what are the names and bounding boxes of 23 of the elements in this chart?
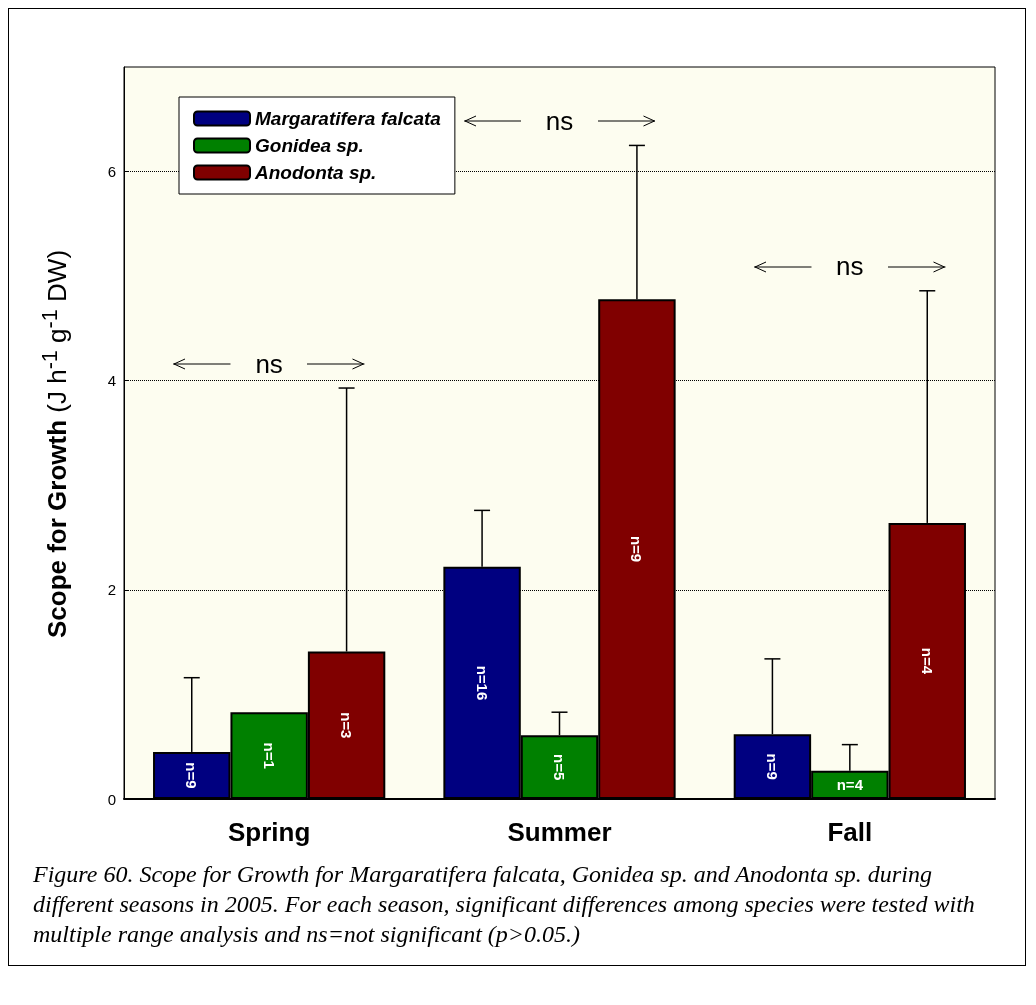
annotation: n=1: [260, 742, 278, 769]
annotation: n=9: [183, 762, 201, 789]
caption: Figure 60. Scope for Growth for Margaratifera falcata, Gonidea sp. and Anodonta sp. during different seasons in 2005. For each season, significant differences among species were tested with multiple range analysis and ns=not significant (p>0.05.): [32, 860, 976, 949]
y-tick-label: 0: [107, 790, 116, 808]
annotation: n=9: [628, 535, 646, 563]
x-tick-label: Spring: [227, 817, 311, 847]
x-tick-label: Summer: [507, 817, 612, 847]
annotation: n=4: [918, 647, 936, 675]
annotation: n=5: [551, 753, 568, 781]
annotation: n=4: [836, 776, 864, 794]
annotation: ns: [836, 251, 864, 283]
annotation: n=16: [473, 665, 491, 701]
annotation: n=3: [338, 712, 356, 739]
annotation: ns: [545, 105, 574, 137]
y-tick-label: 6: [107, 163, 116, 181]
x-tick-label: Fall: [827, 817, 873, 847]
annotation: n=9: [763, 753, 781, 780]
legend-label: Anodonta sp.: [254, 162, 377, 183]
y-tick-label: 2: [107, 581, 116, 599]
y-tick-label: 4: [107, 372, 116, 390]
legend-label: Margaratifera falcata: [255, 108, 442, 129]
annotation: ns: [255, 348, 283, 380]
legend-label: Gonidea sp.: [255, 135, 364, 156]
